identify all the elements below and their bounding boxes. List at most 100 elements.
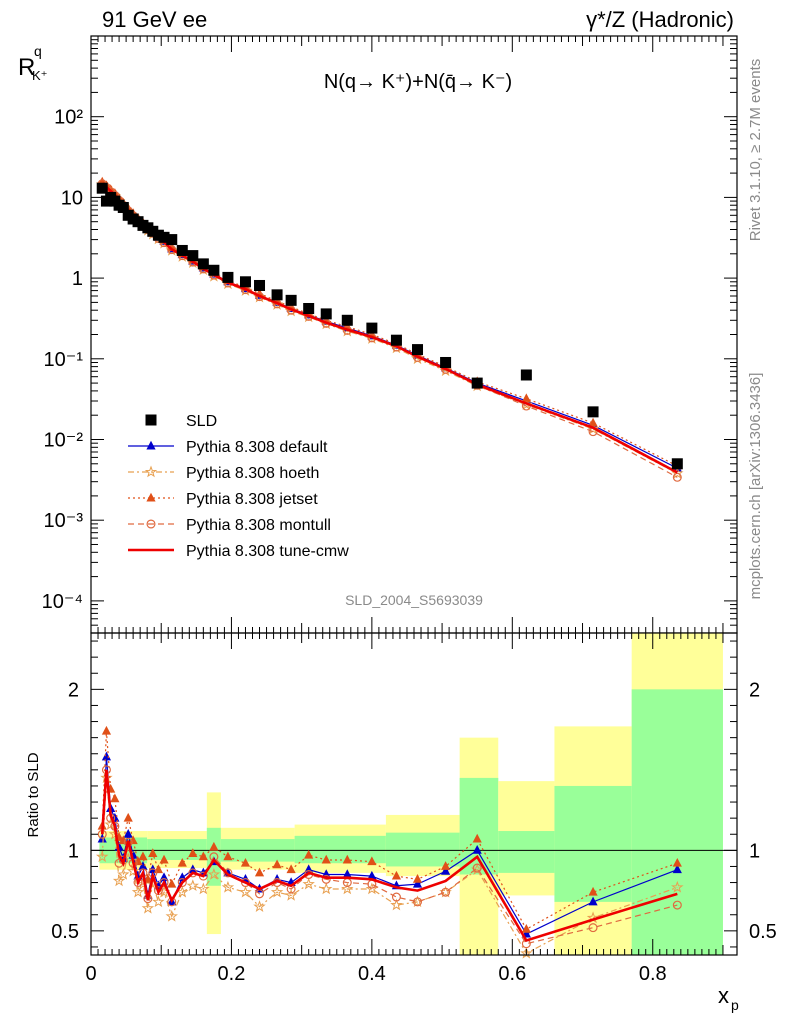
ratio-y-tick-label-right: 0.5	[749, 921, 777, 943]
ratio-data-point	[131, 885, 145, 898]
ratio-data-point	[588, 886, 598, 896]
main-data-point	[366, 322, 378, 334]
main-ylabel: R q K⁺	[18, 43, 48, 83]
main-series-sld	[96, 182, 683, 470]
ratio-data-point	[108, 827, 122, 840]
main-y-tick-label: 10⁻¹	[44, 349, 84, 371]
ratio-data-point	[272, 859, 282, 869]
ratio-data-point	[128, 835, 138, 845]
main-data-point	[521, 393, 531, 403]
main-data-point	[152, 229, 164, 241]
legend-entry: Pythia 8.308 default	[128, 439, 328, 456]
ratio-band-stat	[385, 832, 460, 867]
main-series-pythia-8-308-montull	[97, 179, 682, 482]
main-y-tick-label: 10²	[54, 107, 83, 129]
ratio-data-point	[286, 864, 296, 874]
ratio-data-point	[321, 874, 331, 884]
ratio-data-point	[165, 909, 178, 922]
ratio-data-point	[141, 901, 155, 914]
ratio-data-point	[148, 848, 158, 858]
main-data-point	[320, 308, 332, 320]
ratio-data-point	[133, 856, 143, 866]
ratio-data-point	[186, 879, 200, 892]
ratio-data-point	[391, 892, 401, 902]
ratio-data-point	[159, 854, 169, 864]
ratio-data-point	[672, 857, 682, 867]
ratio-y-tick-label-right: 1	[749, 840, 760, 862]
ratio-data-point	[152, 895, 165, 908]
ratio-ylabel: Ratio to SLD	[25, 752, 42, 837]
x-axis-label-sub: p	[731, 997, 739, 1013]
x-tick-label: 0.2	[218, 963, 246, 985]
main-data-point	[239, 276, 251, 288]
ratio-data-point	[177, 857, 187, 867]
legend-label: Pythia 8.308 jetset	[186, 491, 318, 508]
ratio-data-point	[367, 870, 377, 880]
main-data-point	[341, 314, 353, 326]
ratio-data-point	[207, 867, 221, 880]
main-ylabel-main: R	[18, 54, 35, 81]
ratio-data-point	[96, 850, 109, 863]
x-tick-label: 0.4	[358, 963, 386, 985]
main-y-tick-label: 10⁻⁴	[42, 591, 83, 613]
main-y-tick-label: 10	[61, 187, 83, 209]
x-axis-label: x p	[718, 983, 739, 1013]
ratio-data-point	[110, 793, 120, 803]
ratio-data-point	[671, 880, 684, 893]
ratio-data-point	[223, 851, 233, 861]
ratio-data-point	[284, 888, 298, 901]
ratio-data-point	[240, 857, 251, 867]
header-left: 91 GeV ee	[102, 7, 207, 32]
ratio-data-point	[472, 845, 482, 854]
ratio-data-point	[223, 868, 233, 878]
x-axis-label-main: x	[718, 983, 729, 1008]
ratio-data-point	[239, 885, 252, 898]
ratio-data-point	[472, 833, 482, 843]
main-data-point	[303, 302, 315, 314]
ratio-data-point	[159, 878, 169, 888]
ratio-data-point	[188, 848, 198, 858]
x-tick-label: 0.6	[498, 963, 526, 985]
ratio-data-point	[321, 854, 331, 864]
ratio-series-line	[101, 777, 678, 955]
ratio-data-point	[221, 880, 235, 893]
ratio-band-stat	[631, 689, 723, 955]
legend: SLD Pythia 8.308 default Pythia 8.308 hoet…	[128, 413, 349, 560]
ratio-data-point	[440, 861, 451, 870]
header-right: γ*/Z (Hadronic)	[586, 7, 734, 32]
ratio-data-point	[126, 864, 140, 877]
legend-marker	[146, 440, 156, 450]
legend-entry: Pythia 8.308 tune-cmw	[128, 543, 349, 560]
ratio-y-tick-label-right: 2	[749, 679, 760, 701]
legend-entry: Pythia 8.308 jetset	[128, 491, 318, 508]
legend-marker	[145, 414, 157, 426]
main-data-point	[254, 279, 266, 291]
ratio-data-point	[101, 725, 112, 735]
main-ylabel-sup: q	[34, 43, 42, 59]
ratio-data-point	[391, 870, 402, 880]
main-data-point	[285, 294, 297, 306]
ratio-y-tick-label: 0.5	[51, 921, 79, 943]
legend-label: SLD	[186, 413, 217, 430]
legend-marker	[146, 492, 156, 502]
legend-label: Pythia 8.308 tune-cmw	[186, 543, 349, 560]
ratio-data-point	[304, 849, 314, 859]
ratio-data-point	[672, 900, 682, 910]
main-data-point	[672, 472, 682, 482]
legend-label: Pythia 8.308 montull	[186, 517, 331, 534]
main-ylabel-sub: K⁺	[32, 68, 48, 83]
ratio-data-point	[440, 865, 451, 875]
ratio-data-point	[412, 874, 423, 883]
ratio-data-point	[472, 863, 482, 873]
ratio-data-point	[390, 898, 403, 911]
ratio-band-stat	[554, 785, 632, 902]
ratio-data-point	[342, 854, 352, 864]
main-data-point	[208, 264, 220, 276]
legend-marker	[146, 519, 156, 529]
main-data-point	[222, 271, 234, 283]
x-tick-label: 0	[85, 963, 96, 985]
main-data-point	[167, 245, 177, 255]
main-data-point	[587, 406, 599, 418]
legend-label: Pythia 8.308 default	[186, 439, 328, 456]
